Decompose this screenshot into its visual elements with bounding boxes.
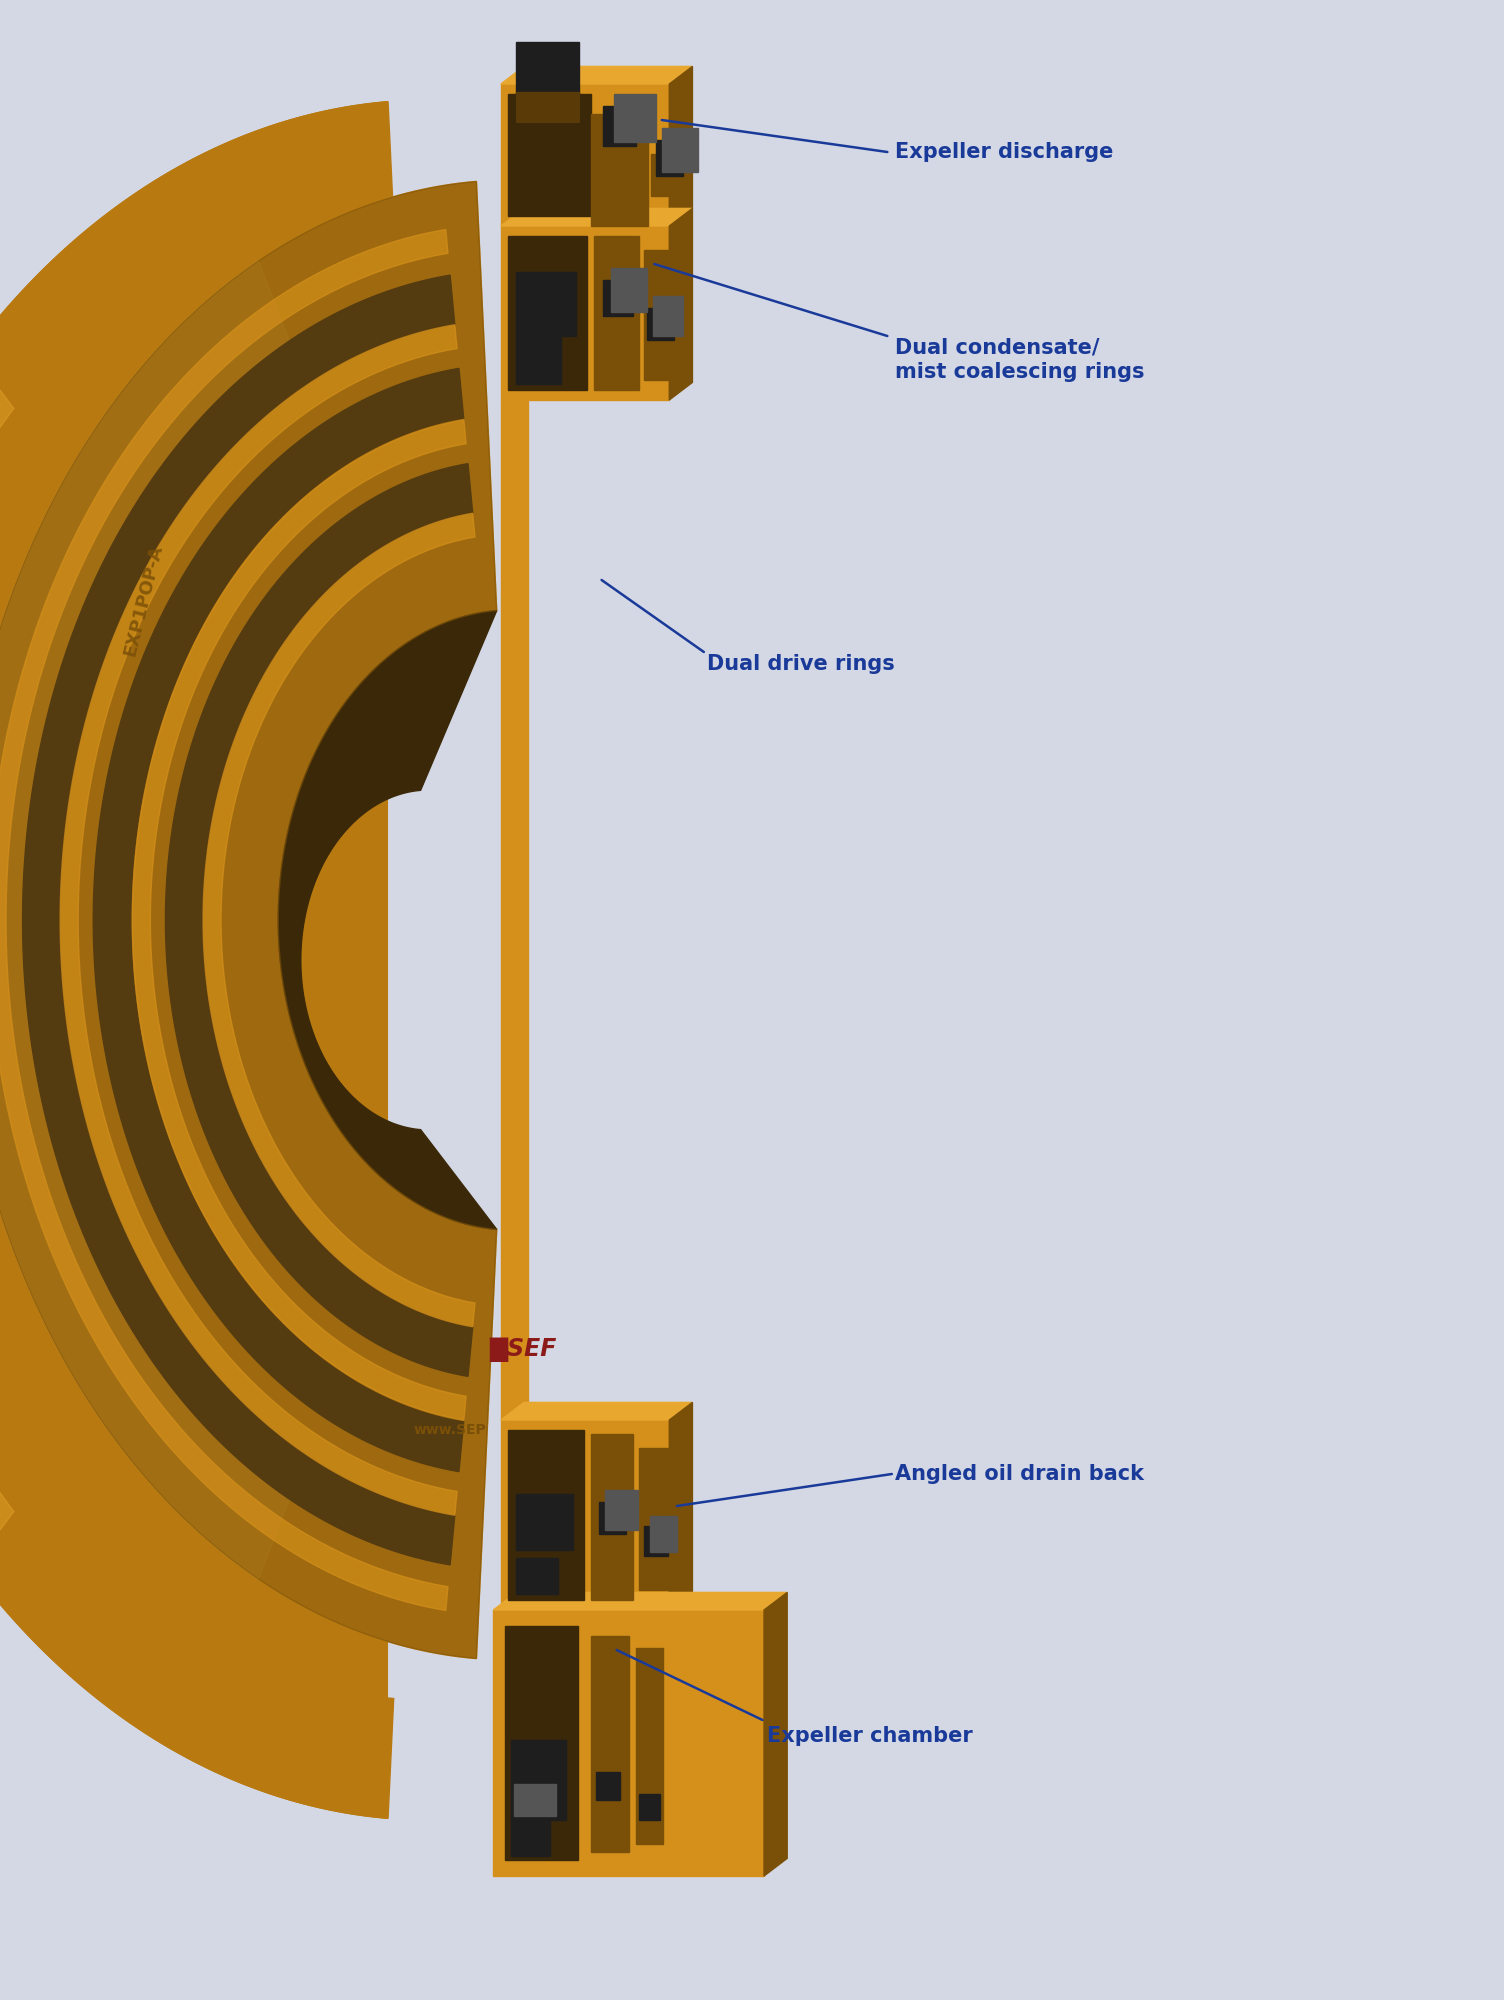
Bar — [662, 128, 698, 172]
Bar — [644, 1526, 668, 1556]
Bar — [516, 92, 579, 122]
Bar — [647, 308, 674, 340]
Bar — [516, 272, 576, 336]
Bar — [493, 1610, 764, 1876]
Polygon shape — [0, 230, 448, 1610]
Bar — [651, 154, 690, 196]
Polygon shape — [0, 260, 293, 1580]
Bar — [501, 84, 669, 226]
Bar — [514, 1784, 556, 1816]
Bar — [511, 1740, 566, 1820]
Polygon shape — [0, 182, 496, 1658]
Bar — [508, 1430, 584, 1600]
Bar — [505, 1626, 578, 1860]
Bar — [650, 1516, 677, 1552]
Polygon shape — [669, 208, 692, 400]
Bar — [611, 268, 647, 312]
Bar — [603, 280, 633, 316]
Text: Expeller chamber: Expeller chamber — [767, 1726, 973, 1746]
Polygon shape — [132, 420, 466, 1420]
Polygon shape — [501, 1402, 692, 1420]
Polygon shape — [493, 1592, 787, 1610]
Bar — [591, 1636, 629, 1852]
Polygon shape — [669, 66, 692, 226]
Bar — [603, 106, 636, 146]
Bar — [508, 94, 591, 216]
Bar — [501, 1420, 669, 1610]
Text: Expeller discharge: Expeller discharge — [895, 142, 1113, 162]
Polygon shape — [0, 352, 14, 1568]
Bar — [511, 1816, 550, 1856]
Text: Angled oil drain back: Angled oil drain back — [895, 1464, 1145, 1484]
Bar — [516, 1558, 558, 1594]
Bar — [644, 250, 677, 380]
Bar — [596, 1772, 620, 1800]
Bar — [599, 1502, 626, 1534]
Bar — [636, 1648, 663, 1844]
Polygon shape — [278, 610, 496, 1230]
Bar — [591, 114, 648, 226]
Bar — [653, 296, 683, 336]
Polygon shape — [60, 324, 457, 1516]
Polygon shape — [203, 514, 475, 1326]
Bar — [656, 140, 683, 176]
Bar — [614, 94, 656, 142]
Polygon shape — [501, 66, 692, 84]
Text: Dual drive rings: Dual drive rings — [707, 654, 895, 674]
Polygon shape — [23, 276, 454, 1564]
Text: Dual condensate/
mist coalescing rings: Dual condensate/ mist coalescing rings — [895, 338, 1145, 382]
Polygon shape — [764, 1592, 787, 1876]
Polygon shape — [93, 368, 463, 1472]
Polygon shape — [165, 464, 472, 1376]
Text: EXP1POP-A: EXP1POP-A — [120, 542, 165, 658]
Bar — [594, 236, 639, 390]
Bar — [639, 1448, 669, 1590]
Bar — [501, 226, 669, 400]
Polygon shape — [0, 102, 394, 1818]
Bar — [508, 236, 587, 390]
Bar — [516, 336, 561, 384]
Text: █SEF: █SEF — [489, 1338, 556, 1362]
Polygon shape — [0, 102, 388, 1818]
Polygon shape — [501, 208, 692, 226]
Bar — [591, 1434, 633, 1600]
Text: www.SEP: www.SEP — [414, 1422, 486, 1436]
Bar — [516, 1494, 573, 1550]
Polygon shape — [669, 1402, 692, 1610]
Bar — [501, 400, 528, 1420]
Polygon shape — [0, 182, 496, 1658]
Bar — [605, 1490, 638, 1530]
Bar — [639, 1794, 660, 1820]
Bar — [516, 42, 579, 122]
